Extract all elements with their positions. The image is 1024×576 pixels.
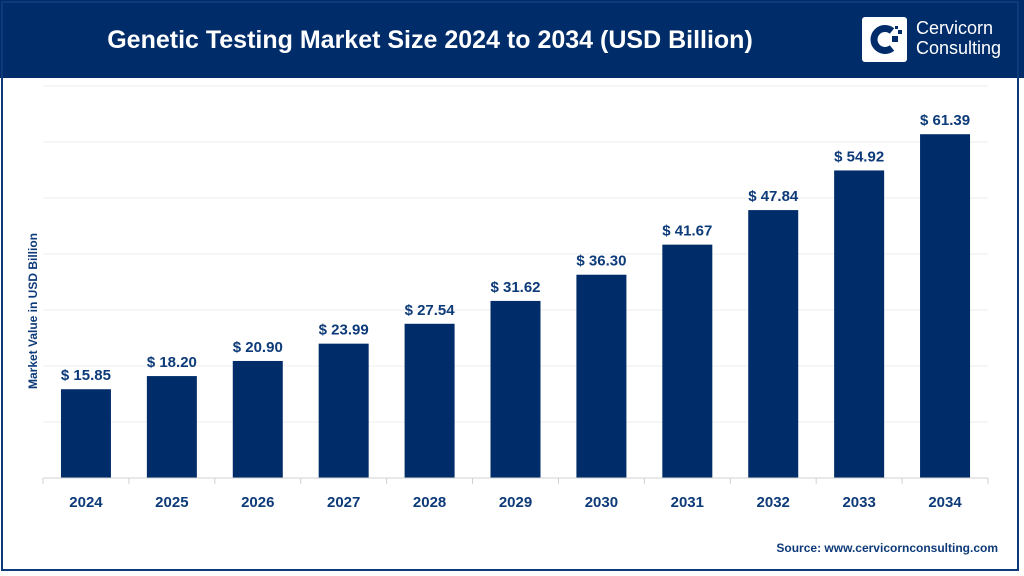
bar-2032	[748, 210, 799, 478]
x-tick-label-2027: 2027	[327, 494, 360, 511]
logo-line2: Consulting	[916, 38, 1002, 58]
data-label-2028: $ 27.54	[405, 302, 456, 319]
company-logo: Cervicorn Consulting	[862, 17, 1002, 63]
data-label-2024: $ 15.85	[61, 367, 111, 384]
bar-2031	[662, 244, 713, 478]
data-label-2026: $ 20.90	[233, 339, 283, 356]
data-label-2027: $ 23.99	[319, 322, 369, 339]
data-label-2031: $ 41.67	[662, 223, 712, 240]
data-label-2030: $ 36.30	[576, 253, 626, 270]
y-axis-label: Market Value in USD Billion	[26, 232, 40, 390]
data-label-2033: $ 54.92	[834, 148, 884, 165]
logo-line1: Cervicorn	[916, 18, 994, 38]
x-tick-label-2024: 2024	[69, 494, 103, 511]
bar-2025	[146, 376, 197, 478]
x-tick-label-2025: 2025	[155, 494, 188, 511]
x-tick-label-2030: 2030	[585, 494, 618, 511]
x-tick-label-2032: 2032	[757, 494, 790, 511]
header-banner: Genetic Testing Market Size 2024 to 2034…	[0, 0, 1024, 78]
bar-2033	[834, 170, 885, 478]
chart-title: Genetic Testing Market Size 2024 to 2034…	[107, 26, 753, 54]
x-tick-label-2034: 2034	[928, 494, 962, 511]
x-tick-label-2026: 2026	[241, 494, 274, 511]
bar-2024	[60, 389, 111, 478]
bar-2029	[490, 300, 541, 478]
data-label-2034: $ 61.39	[920, 112, 970, 129]
data-label-2029: $ 31.62	[490, 279, 540, 296]
bar-2028	[404, 323, 455, 478]
logo-text: Cervicorn Consulting	[916, 18, 1001, 58]
x-tick-label-2031: 2031	[671, 494, 704, 511]
bar-2030	[576, 274, 627, 478]
bar-2034	[920, 134, 971, 478]
x-tick-label-2033: 2033	[842, 494, 875, 511]
data-label-2025: $ 18.20	[147, 354, 197, 371]
x-tick-label-2028: 2028	[413, 494, 446, 511]
source-note: Source: www.cervicornconsulting.com	[776, 541, 998, 555]
data-label-2032: $ 47.84	[748, 188, 799, 205]
x-tick-label-2029: 2029	[499, 494, 532, 511]
logo-mark-icon	[862, 17, 907, 62]
bar-2027	[318, 343, 369, 478]
bar-2026	[232, 360, 283, 478]
